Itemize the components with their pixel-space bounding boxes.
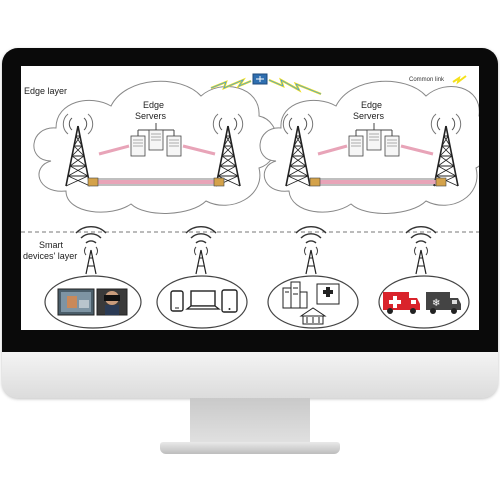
laptop-icon bbox=[185, 290, 221, 310]
laser-link-horizontal bbox=[87, 177, 225, 187]
wifi-icon bbox=[75, 225, 107, 244]
bank-icon bbox=[299, 307, 327, 325]
laser-link bbox=[182, 144, 216, 156]
server-icon bbox=[348, 123, 400, 157]
smart-devices-label-1: Smart bbox=[39, 240, 64, 250]
smart-devices-label-2: devices' layer bbox=[23, 251, 77, 261]
edge-servers-label-left-1: Edge bbox=[143, 100, 164, 110]
tablet-icon bbox=[221, 289, 238, 313]
monitor-stand-base bbox=[160, 442, 340, 454]
device-tower-icon bbox=[413, 246, 429, 275]
wifi-icon bbox=[295, 225, 327, 244]
wifi-icon bbox=[185, 225, 217, 244]
backhaul-link-right bbox=[268, 77, 322, 96]
device-tower-icon bbox=[193, 246, 209, 275]
wifi-icon bbox=[405, 225, 437, 244]
vr-headset-photo-icon bbox=[96, 288, 128, 316]
edge-layer-label: Edge layer bbox=[24, 86, 67, 96]
legend-label: Common link bbox=[409, 77, 445, 83]
laser-link-horizontal bbox=[309, 177, 447, 187]
laser-link bbox=[98, 144, 130, 156]
hospital-icon bbox=[316, 283, 340, 305]
ambulance-icon bbox=[383, 292, 420, 314]
device-tower-icon bbox=[303, 246, 319, 275]
legend-link-icon bbox=[452, 75, 467, 85]
edge-servers-label-left-2: Servers bbox=[135, 111, 167, 121]
tablet-photo-icon bbox=[57, 288, 95, 316]
monitor-chin bbox=[2, 352, 498, 398]
svg-text:❄: ❄ bbox=[432, 298, 440, 309]
router-icon bbox=[252, 73, 268, 85]
edge-servers-label-right-1: Edge bbox=[361, 100, 382, 110]
laser-link bbox=[317, 144, 348, 156]
edge-network-diagram: Common link Edge layer Edge Servers Edge… bbox=[21, 73, 479, 329]
laser-link bbox=[400, 144, 434, 156]
device-group-vehicles bbox=[378, 275, 470, 329]
monitor-stand-neck bbox=[190, 398, 310, 446]
phone-icon bbox=[170, 290, 184, 312]
device-tower-icon bbox=[83, 246, 99, 275]
truck-icon: ❄ bbox=[426, 292, 461, 314]
city-icon bbox=[282, 281, 308, 309]
edge-servers-label-right-2: Servers bbox=[353, 111, 385, 121]
server-icon bbox=[130, 123, 182, 157]
screen: Common link Edge layer Edge Servers Edge… bbox=[21, 66, 479, 330]
